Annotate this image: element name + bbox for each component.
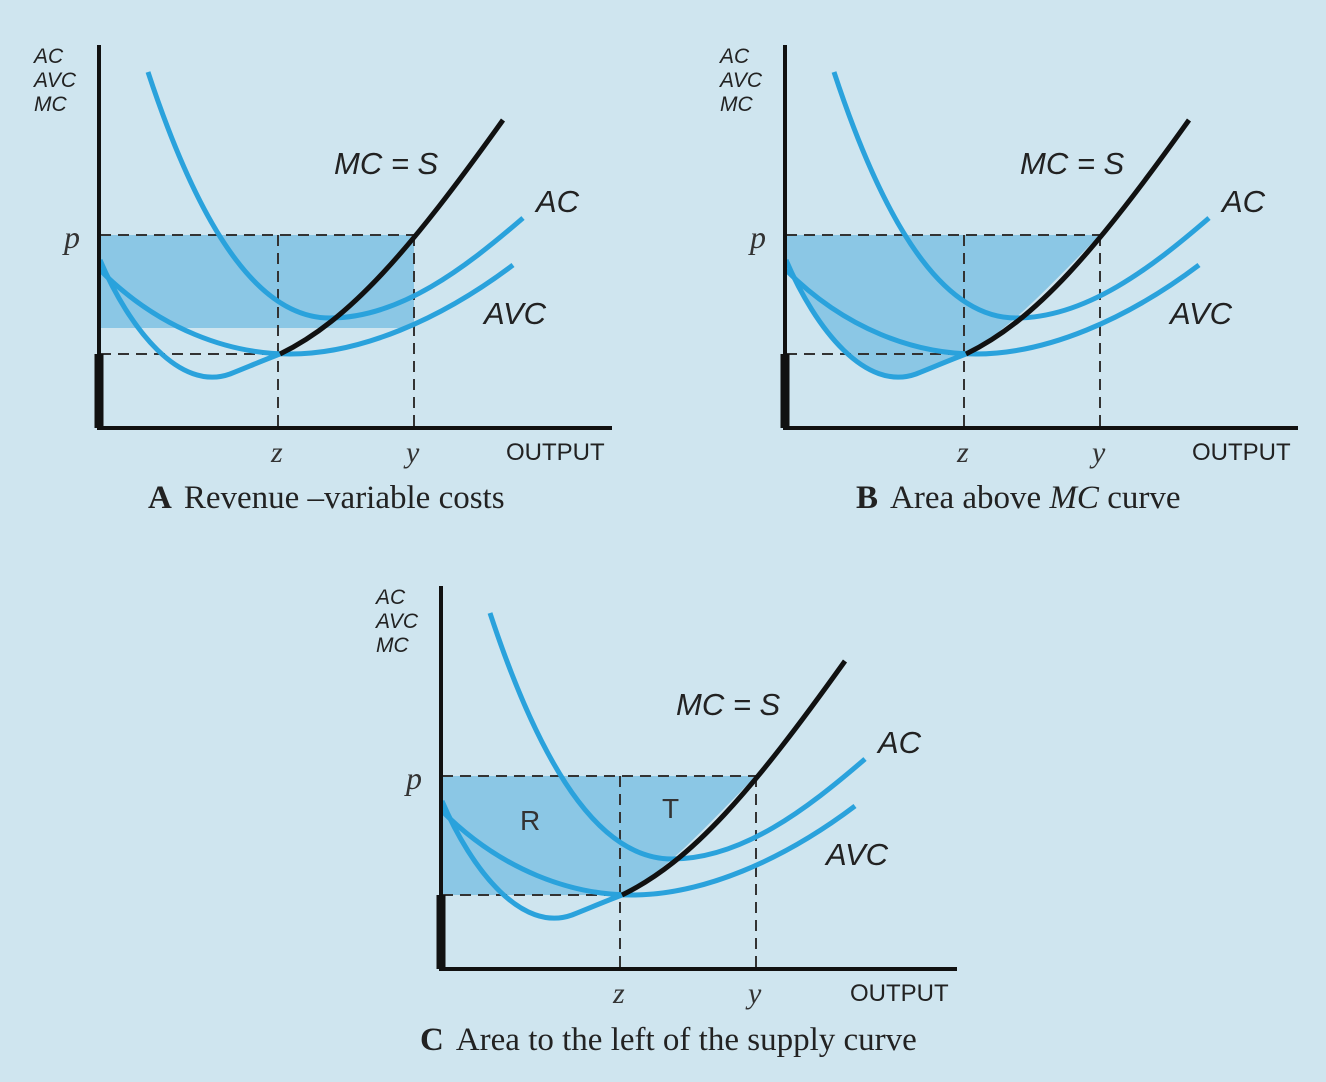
panel-a-ac-curve <box>145 71 525 321</box>
panel-b-y-axis-label-avc: AVC <box>718 69 763 92</box>
panel-b: AC AVC MC p z y OUTPUT MC = S AC AVC <box>718 45 1298 469</box>
panel-c-x-tick-z: z <box>612 977 625 1010</box>
panel-a-x-tick-y: y <box>403 436 420 469</box>
panel-c-caption: C Area to the left of the supply curve <box>420 1022 917 1059</box>
panel-b-caption-em: MC <box>1049 480 1099 516</box>
panel-c-region-r-label: R <box>520 805 540 836</box>
panel-c-y-axis-label-ac: AC <box>374 586 406 609</box>
panel-a-avc-label: AVC <box>482 296 547 331</box>
panel-a-y-axis-label-mc: MC <box>34 93 67 116</box>
panel-c-mc-label: MC = S <box>676 687 781 722</box>
panel-b-y-axis-label-ac: AC <box>718 45 750 68</box>
panel-c-avc-label: AVC <box>824 837 889 872</box>
panel-c-price-label: p <box>404 760 422 796</box>
panel-c-ac-label: AC <box>876 725 922 760</box>
panel-a-caption-letter: A <box>148 480 172 516</box>
panel-c-avc-curve <box>440 804 857 898</box>
panel-b-caption-pre: Area above <box>890 480 1050 516</box>
panel-c-y-axis-label-avc: AVC <box>374 610 419 633</box>
panel-c-mc-curve-lower <box>439 800 623 921</box>
panel-b-avc-label: AVC <box>1168 296 1233 331</box>
panel-a-mc-curve-lower <box>97 259 281 380</box>
panel-b-caption: B Area above MC curve <box>856 480 1180 517</box>
panel-a-y-axis-label-avc: AVC <box>32 69 77 92</box>
panel-c-supply-curve <box>620 659 848 898</box>
panel-b-mc-curve-lower <box>783 259 967 380</box>
panel-b-ac-curve <box>831 71 1211 321</box>
panel-c-region-t-label: T <box>662 793 679 824</box>
panel-a-avc-curve <box>98 263 515 357</box>
panel-b-caption-letter: B <box>856 480 879 516</box>
panel-c-x-tick-y: y <box>745 977 762 1010</box>
panel-a-x-tick-z: z <box>270 436 283 469</box>
panel-a: AC AVC MC p z y OUTPUT MC = S AC AVC <box>32 45 612 469</box>
panel-a-price-label: p <box>62 219 80 255</box>
panel-a-caption-text: Revenue –variable costs <box>183 480 505 516</box>
panel-b-x-tick-z: z <box>956 436 969 469</box>
panel-a-x-axis-label: OUTPUT <box>506 439 605 466</box>
panel-a-ac-label: AC <box>534 184 580 219</box>
panel-b-price-label: p <box>748 219 766 255</box>
panel-b-mc-label: MC = S <box>1020 146 1125 181</box>
panel-a-y-axis-label-ac: AC <box>32 45 64 68</box>
panel-b-x-tick-y: y <box>1089 436 1106 469</box>
panel-b-ac-label: AC <box>1220 184 1266 219</box>
panel-b-x-axis-label: OUTPUT <box>1192 439 1291 466</box>
panel-b-avc-curve <box>784 263 1201 357</box>
panel-a-supply-curve <box>278 118 506 357</box>
panel-b-caption-post: curve <box>1098 480 1181 516</box>
panel-a-mc-label: MC = S <box>334 146 439 181</box>
panel-c: AC AVC MC p z y OUTPUT MC = S AC AVC R T <box>374 586 957 1010</box>
panel-a-caption: A Revenue –variable costs <box>148 480 505 517</box>
panel-b-supply-curve <box>964 118 1192 357</box>
panel-b-shaded-area <box>786 235 1100 378</box>
panel-c-x-axis-label: OUTPUT <box>850 980 949 1007</box>
panel-c-ac-curve <box>487 612 867 862</box>
panel-c-caption-text: Area to the left of the supply curve <box>455 1022 917 1058</box>
panel-c-y-axis-label-mc: MC <box>376 634 409 657</box>
panel-b-y-axis-label-mc: MC <box>720 93 753 116</box>
panel-c-caption-letter: C <box>420 1022 444 1058</box>
